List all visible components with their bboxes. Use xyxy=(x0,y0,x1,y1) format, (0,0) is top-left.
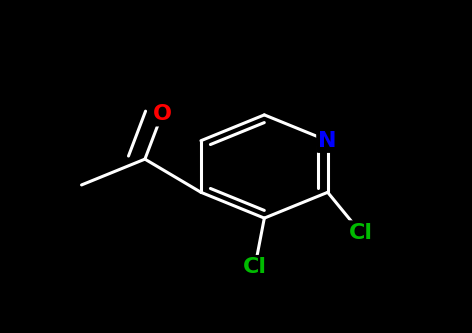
Text: N: N xyxy=(319,131,337,151)
Text: Cl: Cl xyxy=(349,222,372,242)
Text: O: O xyxy=(152,104,171,124)
Text: Cl: Cl xyxy=(243,257,267,277)
